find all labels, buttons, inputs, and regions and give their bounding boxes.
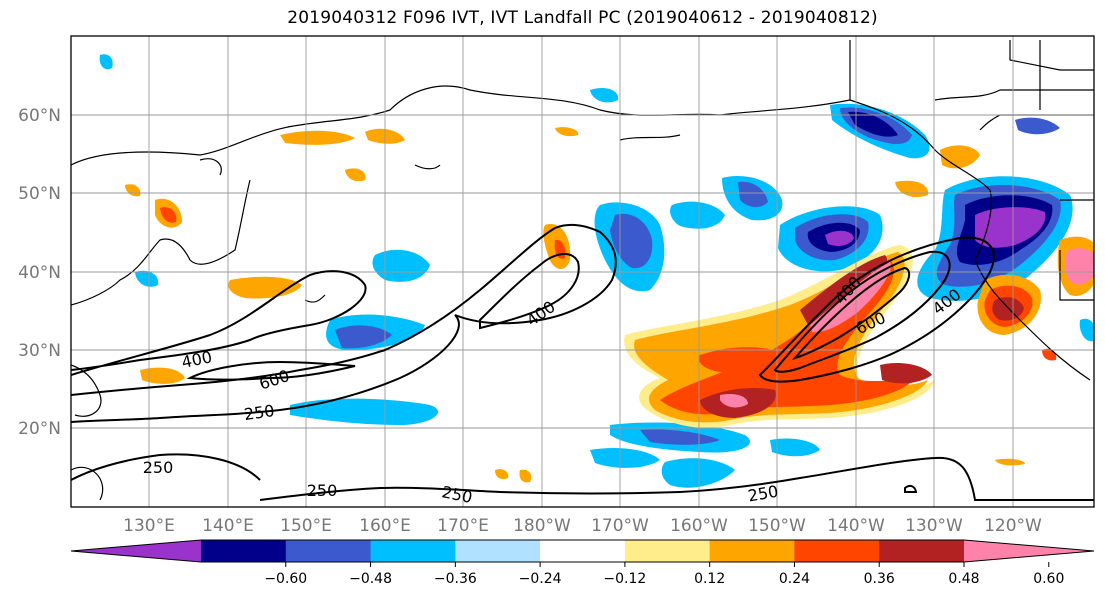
lon-label: 170°W bbox=[591, 516, 649, 536]
contour-label: 250 bbox=[307, 481, 338, 500]
lat-label: 50°N bbox=[18, 184, 61, 204]
colorbar-tick-label: 0.36 bbox=[864, 571, 895, 587]
lon-label: 140°E bbox=[202, 516, 254, 536]
colorbar-tick-label: −0.12 bbox=[603, 571, 646, 587]
ivt-contours bbox=[71, 223, 1094, 501]
colorbar-segment bbox=[540, 540, 626, 562]
colorbar-outline bbox=[70, 539, 1095, 563]
contour-label: 250 bbox=[746, 482, 779, 506]
colorbar-tick-label: −0.60 bbox=[264, 571, 307, 587]
contour-label: 600 bbox=[257, 366, 292, 394]
colorbar-segment bbox=[455, 540, 541, 562]
colorbar bbox=[70, 539, 1095, 563]
colorbar-segment bbox=[624, 540, 711, 562]
colorbar-tick-label: −0.48 bbox=[349, 571, 392, 587]
lat-label: 30°N bbox=[18, 341, 61, 361]
map-content: 400 600 250 400 250 250 600 400 400 250 … bbox=[71, 36, 1094, 507]
latitude-labels: 60°N 50°N 40°N 30°N 20°N bbox=[18, 106, 61, 439]
lon-label: 150°E bbox=[280, 516, 332, 536]
contour-label: 400 bbox=[523, 297, 559, 330]
contour-label: 250 bbox=[243, 401, 276, 424]
lon-label: 130°W bbox=[905, 516, 963, 536]
longitude-labels: 130°E 140°E 150°E 160°E 170°E 180°W 170°… bbox=[123, 516, 1042, 536]
colorbar-segment bbox=[794, 540, 880, 562]
negative-anomaly-patches bbox=[99, 54, 1094, 488]
map-frame bbox=[70, 35, 1095, 508]
colorbar-segment bbox=[709, 540, 795, 562]
colorbar-segment bbox=[201, 540, 287, 562]
colorbar-extension-low bbox=[71, 540, 201, 562]
lon-label: 140°W bbox=[827, 516, 885, 536]
lon-label: 160°W bbox=[670, 516, 728, 536]
colorbar-extension-high bbox=[964, 540, 1094, 562]
lon-label: 120°W bbox=[984, 516, 1042, 536]
lon-label: 160°E bbox=[359, 516, 411, 536]
contour-label: 250 bbox=[440, 482, 474, 507]
lat-label: 60°N bbox=[18, 106, 61, 126]
contour-label: 400 bbox=[180, 347, 214, 372]
colorbar-segment bbox=[879, 540, 965, 562]
colorbar-tick-label: −0.36 bbox=[434, 571, 477, 587]
lat-label: 20°N bbox=[18, 419, 61, 439]
colorbar-tick-label: 0.12 bbox=[694, 571, 725, 587]
contour-labels: 400 600 250 400 250 250 600 400 400 250 … bbox=[143, 273, 965, 507]
colorbar-segment bbox=[285, 540, 372, 562]
contour-label: 250 bbox=[143, 458, 174, 477]
colorbar-tick-label: 0.48 bbox=[948, 571, 979, 587]
colorbar-tick-label: −0.24 bbox=[519, 571, 562, 587]
map-title: 2019040312 F096 IVT, IVT Landfall PC (20… bbox=[287, 8, 878, 28]
lon-label: 170°E bbox=[437, 516, 489, 536]
lat-label: 40°N bbox=[18, 263, 61, 283]
coastlines bbox=[71, 40, 1094, 501]
colorbar-tick-label: 0.24 bbox=[779, 571, 810, 587]
lon-label: 130°E bbox=[123, 516, 175, 536]
gridlines bbox=[71, 36, 1094, 507]
colorbar-ticks: −0.60 −0.48 −0.36 −0.24 −0.12 0.12 0.24 0.36 0.4… bbox=[264, 562, 1064, 587]
lon-label: 150°W bbox=[748, 516, 806, 536]
lon-label: 180°W bbox=[513, 516, 571, 536]
colorbar-segment bbox=[370, 540, 456, 562]
colorbar-tick-label: 0.60 bbox=[1033, 571, 1064, 587]
